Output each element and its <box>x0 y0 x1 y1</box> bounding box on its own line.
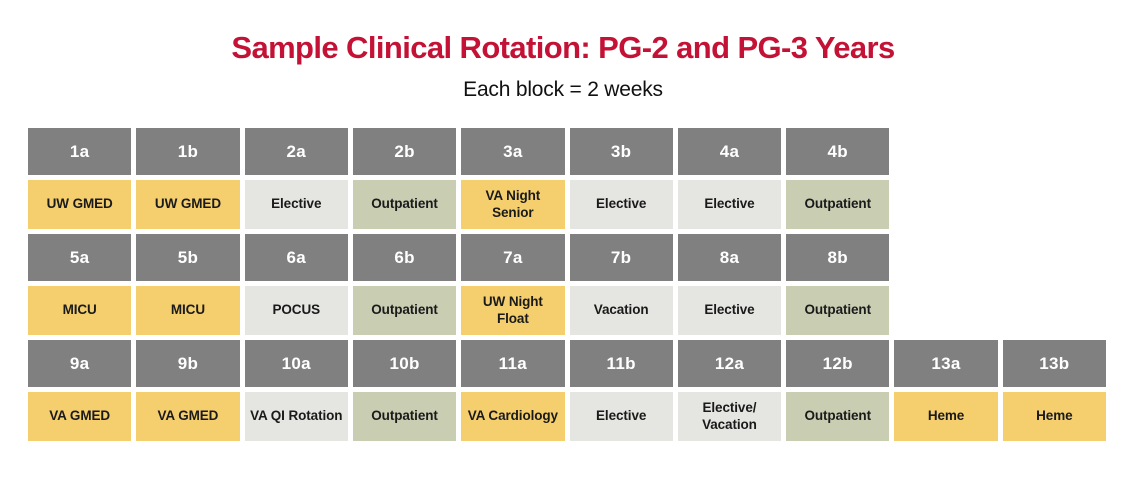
block-header-5b: 5b <box>136 234 240 281</box>
block-header-8a: 8a <box>677 234 782 281</box>
rotation-block-grid: 1a 1b 2a 2b 3a 3b 4a 4b UW GMED UW GMED Elective Ou… <box>28 128 1106 441</box>
block-header-4a: 4a <box>677 128 782 175</box>
block-header-9b: 9b <box>136 340 240 387</box>
rotation-cell-13b: Heme <box>1002 392 1106 441</box>
rotation-cell-7b: Vacation <box>569 286 673 335</box>
block-header-6b: 6b <box>352 234 457 281</box>
empty-grid-spacer <box>894 234 997 281</box>
block-header-2a: 2a <box>244 128 348 175</box>
rotation-cell-2a: Elective <box>244 180 348 229</box>
block-header-2b: 2b <box>352 128 457 175</box>
empty-grid-spacer <box>1003 180 1106 229</box>
block-header-8b: 8b <box>786 234 890 281</box>
rotation-cell-3a: VA Night Senior <box>461 180 565 229</box>
block-header-3b: 3b <box>569 128 673 175</box>
block-header-1a: 1a <box>28 128 132 175</box>
rotation-cell-11b: Elective <box>569 392 673 441</box>
empty-grid-spacer <box>894 286 997 335</box>
block-header-10a: 10a <box>244 340 348 387</box>
rotation-cell-8a: Elective <box>677 286 782 335</box>
block-header-4b: 4b <box>786 128 890 175</box>
rotation-cell-11a: VA Cardiology <box>461 392 565 441</box>
rotation-cell-6b: Outpatient <box>352 286 457 335</box>
empty-grid-spacer <box>1003 128 1106 175</box>
rotation-cell-7a: UW Night Float <box>461 286 565 335</box>
rotation-cell-9b: VA GMED <box>136 392 240 441</box>
rotation-cell-8b: Outpatient <box>786 286 890 335</box>
block-header-7b: 7b <box>569 234 673 281</box>
rotation-cell-6a: POCUS <box>244 286 348 335</box>
rotation-cell-10a: VA QI Rotation <box>244 392 348 441</box>
block-header-5a: 5a <box>28 234 132 281</box>
block-header-6a: 6a <box>244 234 348 281</box>
rotation-cell-5b: MICU <box>136 286 240 335</box>
block-header-1b: 1b <box>136 128 240 175</box>
block-header-3a: 3a <box>461 128 565 175</box>
rotation-cell-4b: Outpatient <box>786 180 890 229</box>
block-header-9a: 9a <box>28 340 132 387</box>
rotation-cell-3b: Elective <box>569 180 673 229</box>
rotation-cell-13a: Heme <box>894 392 998 441</box>
block-header-11a: 11a <box>461 340 565 387</box>
rotation-cell-9a: VA GMED <box>28 392 132 441</box>
rotation-cell-5a: MICU <box>28 286 132 335</box>
empty-grid-spacer <box>894 180 997 229</box>
block-header-13b: 13b <box>1002 340 1106 387</box>
rotation-cell-4a: Elective <box>677 180 782 229</box>
block-header-10b: 10b <box>352 340 457 387</box>
block-header-12a: 12a <box>677 340 782 387</box>
block-header-7a: 7a <box>461 234 565 281</box>
block-header-12b: 12b <box>786 340 890 387</box>
empty-grid-spacer <box>1003 286 1106 335</box>
block-header-13a: 13a <box>894 340 998 387</box>
rotation-cell-2b: Outpatient <box>352 180 457 229</box>
page-title: Sample Clinical Rotation: PG-2 and PG-3 … <box>231 30 895 65</box>
empty-grid-spacer <box>1003 234 1106 281</box>
rotation-cell-1b: UW GMED <box>136 180 240 229</box>
block-duration-subtitle: Each block = 2 weeks <box>463 78 663 101</box>
rotation-cell-12a: Elective/​Vacation <box>677 392 782 441</box>
rotation-cell-1a: UW GMED <box>28 180 132 229</box>
rotation-cell-10b: Outpatient <box>352 392 457 441</box>
block-header-11b: 11b <box>569 340 673 387</box>
empty-grid-spacer <box>894 128 997 175</box>
rotation-cell-12b: Outpatient <box>786 392 890 441</box>
